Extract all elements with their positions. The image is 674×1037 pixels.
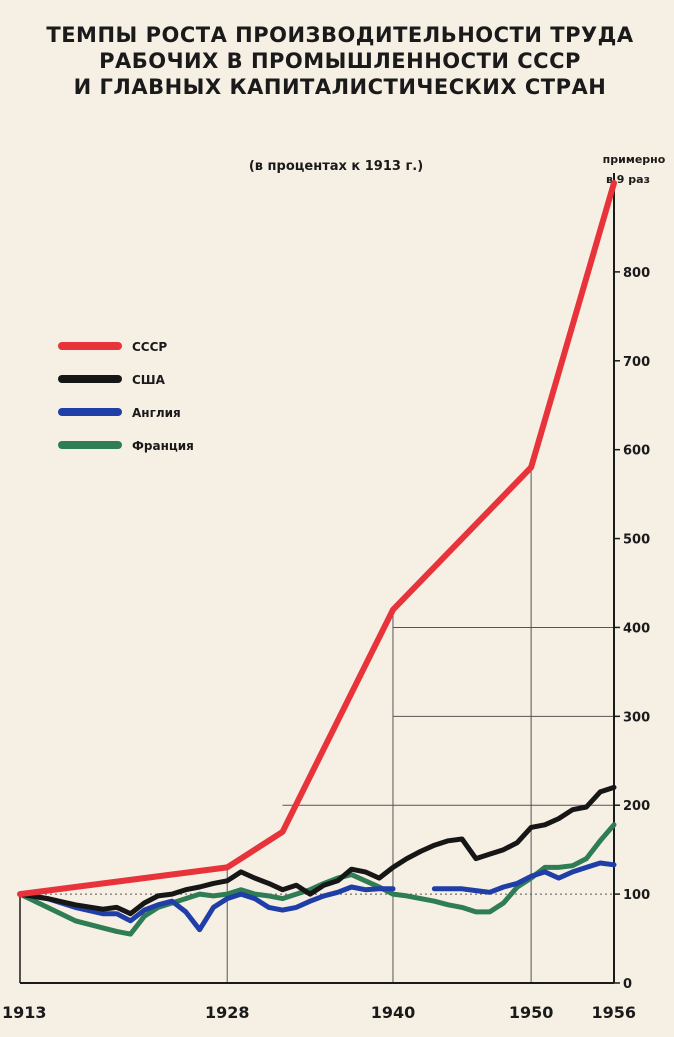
x-tick-label: 1928 — [205, 1003, 250, 1022]
x-tick-label: 1950 — [509, 1003, 554, 1022]
x-tick-label: 1940 — [371, 1003, 416, 1022]
annotation-line-2: в 9 раз — [606, 173, 650, 186]
series-line-2 — [17, 884, 396, 933]
title-line-3: И ГЛАВНЫХ КАПИТАЛИСТИЧЕСКИХ СТРАН — [74, 75, 607, 99]
series-line-2 — [431, 860, 617, 895]
series-line-1 — [17, 784, 617, 917]
series-lines — [17, 180, 617, 937]
annotation-line-1: примерно — [603, 153, 666, 166]
legend-label: СССР — [132, 340, 167, 354]
chart-subtitle: (в процентах к 1913 г.) — [249, 159, 423, 174]
axes — [19, 173, 615, 984]
legend-label: Англия — [132, 406, 181, 420]
y-tick-label: 700 — [623, 355, 650, 370]
y-tick-label: 200 — [623, 799, 650, 814]
title-line-2: РАБОЧИХ В ПРОМЫШЛЕННОСТИ СССР — [99, 49, 581, 73]
y-tick-label: 0 — [623, 977, 632, 992]
legend-label: США — [132, 373, 166, 387]
y-tick-label: 100 — [623, 888, 650, 903]
y-tick-label: 300 — [623, 710, 650, 725]
y-tick-label: 800 — [623, 266, 650, 281]
x-tick-label: 1956 — [591, 1003, 636, 1022]
series-line-0 — [17, 180, 617, 898]
y-tick-label: 500 — [623, 533, 650, 548]
x-axis-ticks: 1913 1928 1940 1950 1956 — [2, 1003, 636, 1022]
legend: СССР США Англия Франция — [58, 340, 194, 453]
y-axis-ticks: 0 100 200 300 400 500 600 700 800 — [614, 266, 650, 992]
x-tick-label: 1913 — [2, 1003, 47, 1022]
title-line-1: ТЕМПЫ РОСТА ПРОИЗВОДИТЕЛЬНОСТИ ТРУДА — [46, 23, 633, 47]
y-tick-label: 600 — [623, 444, 650, 459]
grid — [20, 467, 614, 983]
y-tick-label: 400 — [623, 621, 650, 636]
legend-label: Франция — [132, 439, 194, 453]
chart-title: ТЕМПЫ РОСТА ПРОИЗВОДИТЕЛЬНОСТИ ТРУДА РАБ… — [46, 23, 633, 99]
